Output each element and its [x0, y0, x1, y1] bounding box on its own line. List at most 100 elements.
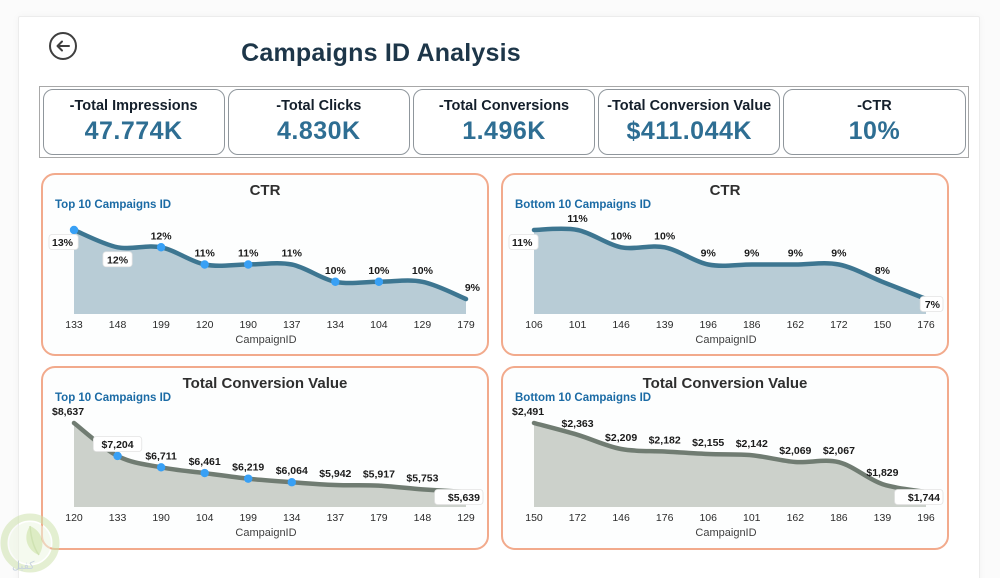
data-label: $2,491	[512, 406, 544, 418]
x-axis-title: CampaignID	[695, 527, 756, 539]
x-axis-tick: 148	[414, 512, 432, 524]
data-label: 9%	[788, 248, 804, 260]
x-axis-tick: 190	[152, 512, 170, 524]
data-label: $2,209	[605, 432, 637, 444]
area-chart-tcv-top10[interactable]: $8,637 $7,204 $6,711 $6,461 $6,219 $6,064 $5,9…	[48, 405, 484, 550]
area-chart-tcv-bottom10[interactable]: $2,491 $2,363 $2,209 $2,182 $2,155 $2,142 $2,0…	[508, 405, 944, 550]
x-axis-tick: 120	[65, 512, 83, 524]
x-axis-tick: 101	[743, 512, 761, 524]
data-label: $2,182	[649, 435, 681, 447]
trend-line	[71, 227, 469, 302]
data-label: $5,917	[363, 469, 395, 481]
x-axis-tick: 196	[699, 319, 717, 331]
data-label-chip	[92, 436, 143, 452]
x-axis-tick: 120	[196, 319, 214, 331]
x-axis-tick: 179	[457, 319, 475, 331]
chart-title: CTR	[709, 182, 741, 199]
area-fill	[534, 423, 926, 507]
chart-subtitle: Bottom 10 Campaigns ID	[515, 199, 652, 211]
chart-subtitle: Top 10 Campaigns ID	[55, 392, 172, 404]
kpi-card-total-conversions: -Total Conversions 1.496K	[412, 89, 596, 155]
data-label: 10%	[368, 265, 390, 277]
data-label: $5,639	[448, 492, 480, 504]
data-label: $6,219	[232, 462, 264, 474]
kpi-card-total-conversion-value: -Total Conversion Value $411.044K	[598, 89, 781, 155]
x-axis-title: CampaignID	[695, 334, 756, 346]
area-chart-ctr-top10[interactable]: 13% 12% 12% 11% 11% 11% 10% 10% 10% 9% 133 148 199 12…	[48, 212, 484, 356]
area-fill	[74, 230, 466, 314]
data-label: $5,753	[406, 472, 438, 484]
x-axis-tick: 162	[787, 512, 805, 524]
x-axis-tick: 106	[699, 512, 717, 524]
data-label: 12%	[107, 254, 129, 266]
data-label: 10%	[654, 230, 676, 242]
kpi-label: -Total Conversions	[438, 98, 570, 114]
data-label: $2,155	[692, 437, 724, 449]
data-label: $1,744	[908, 492, 940, 504]
x-axis-tick: 186	[743, 319, 761, 331]
kpi-label: -CTR	[857, 98, 892, 114]
data-label: $6,711	[145, 450, 177, 462]
data-point-marker	[156, 243, 166, 252]
chart-grid: CTR Top 10 Campaigns ID 13% 12% 12% 11% 11% 1…	[41, 173, 949, 550]
data-label-chip	[102, 251, 133, 268]
x-axis-tick: 139	[874, 512, 892, 524]
x-axis-tick: 150	[874, 319, 892, 331]
x-axis-tick: 104	[196, 512, 214, 524]
area-fill	[534, 228, 926, 314]
back-arrow-icon	[49, 32, 77, 60]
data-label: $2,142	[736, 438, 768, 450]
kpi-value: 10%	[848, 117, 901, 145]
x-axis-tick: 101	[569, 319, 587, 331]
area-fill	[74, 423, 466, 507]
data-label: 11%	[512, 237, 533, 249]
kpi-card-total-clicks: -Total Clicks 4.830K	[227, 89, 410, 155]
data-label: 10%	[611, 230, 633, 242]
x-axis-tick: 199	[239, 512, 257, 524]
data-label-chip	[894, 489, 944, 505]
report-canvas: Campaigns ID Analysis -Total Impressions…	[18, 16, 980, 578]
area-chart-ctr-bottom10[interactable]: 11% 11% 10% 10% 9% 9% 9% 9% 8% 7% 106 101 146 139 196 1…	[508, 212, 944, 356]
page-title: Campaigns ID Analysis	[241, 39, 521, 67]
kpi-value: 4.830K	[276, 117, 361, 145]
x-axis-tick: 137	[283, 319, 301, 331]
data-label: 7%	[925, 299, 941, 311]
data-point-marker	[113, 451, 122, 461]
data-label: 12%	[151, 230, 173, 242]
x-axis-tick: 146	[612, 319, 630, 331]
kpi-value: 47.774K	[84, 117, 183, 145]
data-label: $2,363	[561, 418, 593, 430]
data-point-marker	[331, 277, 340, 286]
x-axis-tick: 196	[917, 512, 935, 524]
chart-title: Total Conversion Value	[182, 375, 348, 392]
x-axis-tick: 199	[152, 319, 170, 331]
data-label: 9%	[465, 282, 481, 294]
kpi-value: 1.496K	[462, 117, 546, 145]
x-axis-tick: 137	[327, 512, 345, 524]
x-axis-tick: 133	[109, 512, 127, 524]
chart-subtitle: Top 10 Campaigns ID	[55, 199, 172, 211]
data-label: $7,204	[101, 439, 133, 451]
kpi-label: -Total Conversion Value	[607, 98, 772, 114]
data-point-marker	[244, 260, 253, 269]
data-point-marker	[287, 478, 296, 487]
trend-line	[71, 420, 469, 495]
data-label: $8,637	[52, 406, 84, 418]
kpi-row: -Total Impressions 47.774K -Total Clicks…	[39, 86, 969, 158]
back-button[interactable]	[48, 31, 78, 61]
x-axis-title: CampaignID	[235, 334, 296, 346]
x-axis-tick: 162	[787, 319, 805, 331]
data-label: $5,942	[319, 468, 351, 480]
x-axis-tick: 179	[370, 512, 388, 524]
data-point-marker	[69, 225, 79, 235]
x-axis-tick: 104	[370, 319, 388, 331]
chart-ctr-top10: CTR Top 10 Campaigns ID 13% 12% 12% 11% 11% 1…	[41, 173, 489, 356]
x-axis-tick: 106	[525, 319, 543, 331]
data-label: 11%	[567, 213, 588, 225]
data-label: 9%	[831, 248, 847, 260]
data-label: 8%	[875, 265, 891, 277]
kpi-label: -Total Impressions	[69, 98, 198, 114]
data-label: $2,069	[779, 445, 811, 457]
kpi-card-ctr: -CTR 10%	[783, 89, 966, 155]
